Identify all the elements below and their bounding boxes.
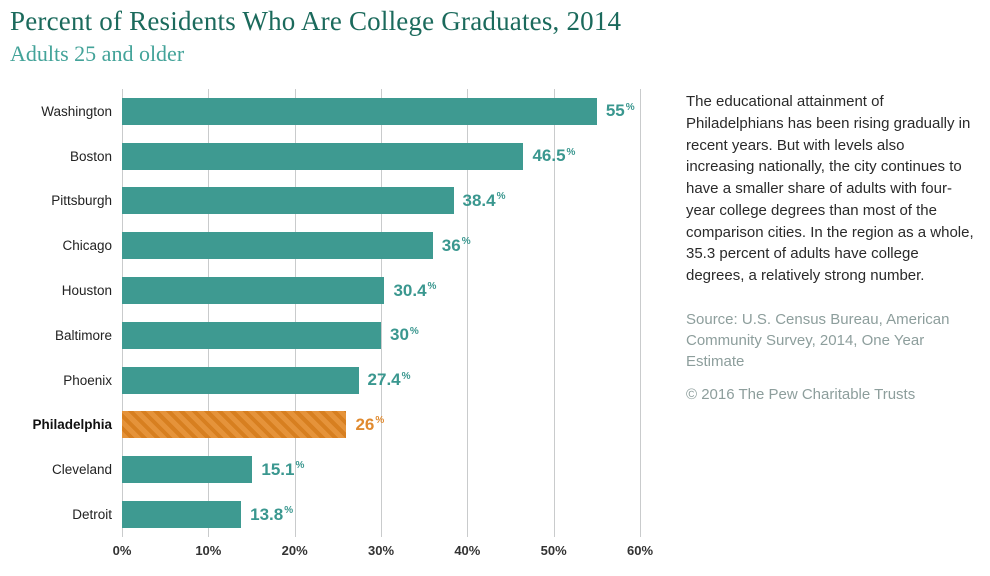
bar-row: 36%: [122, 223, 640, 268]
bar: [122, 97, 597, 125]
x-axis-tick: 10%: [195, 543, 222, 558]
value-label: 30%: [390, 325, 419, 345]
category-label: Houston: [61, 283, 112, 299]
x-axis-tick: 50%: [540, 543, 567, 558]
value-label: 55%: [605, 101, 635, 121]
gridline: [294, 89, 296, 537]
category-label: Detroit: [72, 507, 112, 523]
category-labels-column: Washington Boston Pittsburgh Chicago Houston…: [10, 89, 122, 567]
bar-highlight: [122, 411, 347, 439]
description-text: The educational attainment of Philadelph…: [686, 93, 974, 284]
gridline: [208, 89, 210, 537]
value-label: 46.5%: [532, 146, 576, 166]
x-axis-tick: 40%: [454, 543, 481, 558]
bar: [122, 142, 524, 170]
bar-row: 27.4%: [122, 358, 640, 403]
category-label: Chicago: [62, 238, 112, 254]
bar-rows: 55% 46.5% 38.4% 36% 30.4% 30% 27.4% 26% 15.1% 13.…: [122, 89, 640, 537]
category-label: Pittsburgh: [51, 193, 112, 209]
bar-chart: Washington Boston Pittsburgh Chicago Houston…: [10, 89, 653, 567]
bar: [122, 187, 454, 215]
value-label: 26%: [355, 414, 385, 434]
source-text: Source: U.S. Census Bureau, American Com…: [686, 310, 950, 370]
bar-row: 15.1%: [122, 447, 640, 492]
category-label: Cleveland: [51, 462, 112, 478]
x-axis: 0% 10% 20% 30% 40% 50% 60%: [113, 543, 653, 567]
x-axis-tick: 0%: [112, 543, 132, 558]
category-label: Philadelphia: [32, 417, 112, 433]
gridline: [640, 89, 641, 537]
bar-row: 38.4%: [122, 179, 640, 224]
bar: [122, 501, 242, 529]
x-axis-tick: 60%: [626, 543, 654, 558]
page-subtitle: Adults 25 and older: [10, 41, 185, 66]
value-label: 36%: [441, 235, 471, 255]
gridline: [467, 89, 469, 537]
bar-row: 55%: [122, 89, 640, 134]
chart-header: Percent of Residents Who Are College Gra…: [0, 0, 990, 67]
bar: [122, 456, 253, 484]
gridline: [381, 89, 382, 537]
bar: [122, 321, 381, 349]
bar: [122, 277, 385, 305]
copyright-text: © 2016 The Pew Charitable Trusts: [686, 385, 916, 403]
page-title: Percent of Residents Who Are College Gra…: [10, 6, 622, 36]
bar-row: 13.8%: [122, 492, 640, 537]
gridline: [553, 89, 555, 537]
x-axis-tick: 20%: [281, 543, 308, 558]
bar-row: 30.4%: [122, 268, 640, 313]
bar-row: 26%: [122, 403, 640, 448]
x-axis-tick: 30%: [367, 543, 395, 558]
side-panel: The educational attainment of Philadelph…: [686, 89, 974, 567]
category-label: Baltimore: [54, 327, 112, 343]
value-label: 13.8%: [250, 504, 294, 524]
content: Washington Boston Pittsburgh Chicago Houston…: [0, 89, 990, 567]
bar: [122, 232, 433, 260]
bar: [122, 366, 359, 394]
value-label: 38.4%: [462, 190, 506, 210]
gridline: [122, 89, 123, 537]
category-label: Boston: [69, 148, 112, 164]
bar-row: 46.5%: [122, 134, 640, 179]
plot-area: 55% 46.5% 38.4% 36% 30.4% 30% 27.4% 26% 15.1% 13.…: [122, 89, 641, 537]
plot-column: 55% 46.5% 38.4% 36% 30.4% 30% 27.4% 26% 15.1% 13.…: [113, 89, 653, 567]
category-label: Phoenix: [63, 372, 112, 388]
bar-row: 30%: [122, 313, 640, 358]
value-label: 30.4%: [393, 280, 437, 300]
category-label: Washington: [41, 103, 112, 119]
value-label: 15.1%: [261, 459, 305, 479]
value-label: 27.4%: [367, 370, 411, 390]
